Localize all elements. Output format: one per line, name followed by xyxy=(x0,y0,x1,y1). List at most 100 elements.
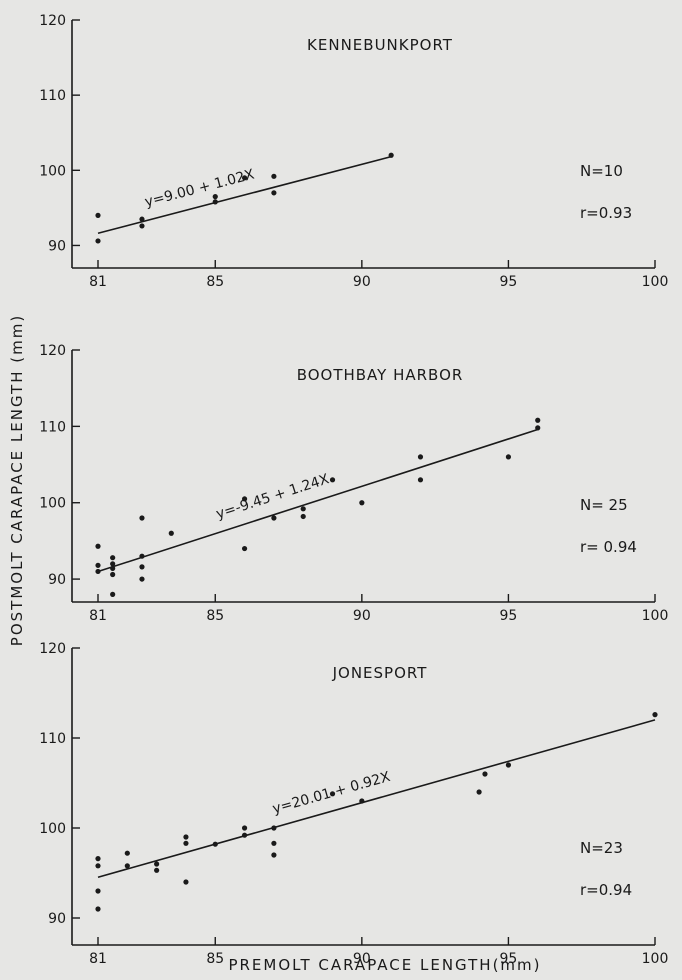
data-point xyxy=(241,545,248,552)
data-point xyxy=(154,861,160,867)
data-point xyxy=(154,867,160,873)
sample-size: N=23 xyxy=(580,839,623,857)
panel-title: BOOTHBAY HARBOR xyxy=(297,366,464,384)
correlation: r=0.94 xyxy=(580,881,632,899)
y-tick-label: 100 xyxy=(39,163,66,179)
x-tick-label: 90 xyxy=(353,608,371,624)
regression-equation: y=20.01 + 0.92X xyxy=(271,769,393,818)
data-point xyxy=(110,565,116,572)
x-tick-label: 95 xyxy=(500,608,518,624)
data-point xyxy=(271,173,277,179)
data-point xyxy=(139,564,145,570)
data-point xyxy=(212,841,218,847)
data-point xyxy=(241,496,248,502)
panel-title: JONESPORT xyxy=(332,664,428,682)
x-tick-label: 100 xyxy=(642,608,669,624)
data-point xyxy=(212,199,218,205)
data-point xyxy=(271,840,277,846)
data-point xyxy=(110,571,116,578)
y-tick-label: 100 xyxy=(39,821,66,837)
panel-3: 90 100 110 120 81 85 90 95 100 y=20.01 + 0.92X JON… xyxy=(39,641,668,967)
x-tick-label: 81 xyxy=(89,608,107,624)
x-tick-label: 85 xyxy=(206,951,224,967)
y-tick-label: 120 xyxy=(39,13,66,29)
data-point xyxy=(535,425,541,431)
data-point xyxy=(535,417,541,423)
y-tick-label: 90 xyxy=(48,911,66,927)
data-point xyxy=(359,798,365,804)
data-point xyxy=(271,825,277,831)
panel-title: KENNEBUNKPORT xyxy=(307,36,453,54)
y-tick-label: 110 xyxy=(39,88,66,104)
data-point xyxy=(241,825,248,831)
data-point xyxy=(95,888,101,894)
y-tick-label: 90 xyxy=(48,572,66,588)
data-point xyxy=(95,856,101,862)
data-point xyxy=(417,454,424,460)
y-tick-label: 100 xyxy=(39,496,66,512)
x-tick-label: 100 xyxy=(642,951,669,967)
x-tick-label: 95 xyxy=(500,951,518,967)
data-point xyxy=(183,840,189,846)
data-point xyxy=(300,506,306,512)
data-point xyxy=(329,477,336,483)
sample-size: N=10 xyxy=(580,162,623,180)
x-tick-label: 90 xyxy=(353,274,371,290)
x-tick-label: 81 xyxy=(89,274,107,290)
correlation: r= 0.94 xyxy=(580,538,637,556)
data-point xyxy=(183,834,189,840)
x-tick-label: 81 xyxy=(89,951,107,967)
data-point xyxy=(95,562,101,568)
data-point xyxy=(139,216,145,222)
data-point xyxy=(95,212,101,218)
data-point xyxy=(329,791,336,797)
data-point xyxy=(110,555,116,561)
data-point xyxy=(183,879,189,885)
data-point xyxy=(110,591,116,597)
data-point xyxy=(168,530,174,536)
data-point xyxy=(388,152,394,158)
data-point xyxy=(271,515,277,521)
data-point xyxy=(139,553,145,559)
x-tick-label: 90 xyxy=(353,951,371,967)
data-point xyxy=(652,712,658,718)
data-point xyxy=(359,500,365,506)
y-axis-title: POSTMOLT CARAPACE LENGTH (mm) xyxy=(8,314,26,646)
x-tick-label: 100 xyxy=(642,274,669,290)
y-tick-label: 110 xyxy=(39,419,66,435)
data-point xyxy=(95,238,101,244)
data-point xyxy=(212,194,218,200)
data-point xyxy=(300,513,306,520)
data-point xyxy=(139,576,145,582)
data-point xyxy=(124,850,130,856)
data-point xyxy=(95,863,101,869)
data-point xyxy=(95,568,101,575)
data-point xyxy=(505,762,512,768)
data-point xyxy=(139,223,145,229)
x-tick-label: 85 xyxy=(206,608,224,624)
data-point xyxy=(241,175,248,181)
regression-line xyxy=(97,155,392,235)
x-tick-label: 95 xyxy=(500,274,518,290)
panel-1: 90 100 110 120 81 85 90 95 100 y=9.00 + 1.02X KENN… xyxy=(39,13,668,290)
correlation: r=0.93 xyxy=(580,204,632,222)
data-point xyxy=(482,771,488,777)
data-point xyxy=(476,789,482,795)
regression-line xyxy=(97,428,538,573)
data-point xyxy=(95,543,101,549)
data-point xyxy=(124,863,130,869)
data-point xyxy=(110,561,116,567)
data-point xyxy=(271,852,277,858)
data-point xyxy=(417,477,424,483)
y-tick-label: 110 xyxy=(39,731,66,747)
data-point xyxy=(95,906,101,912)
regression-line xyxy=(97,719,656,878)
data-point xyxy=(505,454,512,460)
y-tick-label: 120 xyxy=(39,641,66,657)
x-tick-label: 85 xyxy=(206,274,224,290)
data-point xyxy=(139,515,145,521)
y-tick-label: 120 xyxy=(39,343,66,359)
y-tick-label: 90 xyxy=(48,238,66,254)
